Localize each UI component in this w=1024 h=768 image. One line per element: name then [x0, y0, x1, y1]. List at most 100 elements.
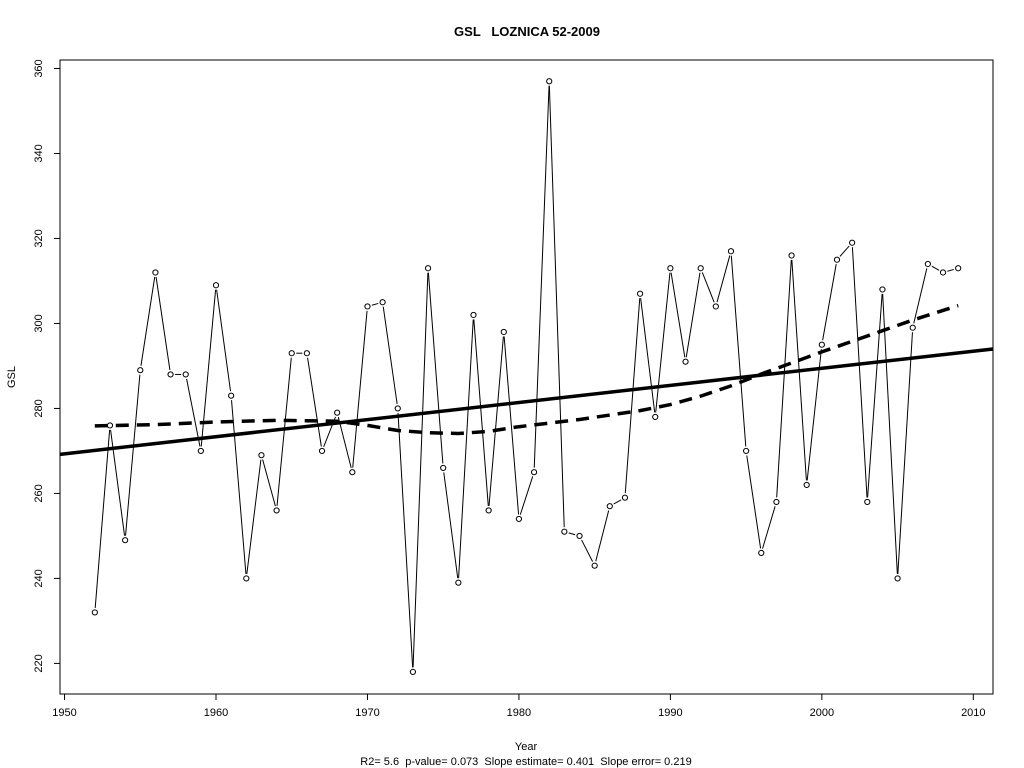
series-segment — [882, 293, 898, 574]
data-point — [955, 265, 962, 272]
data-point — [212, 282, 220, 289]
series-segment — [581, 539, 594, 562]
series-segment — [670, 272, 686, 358]
x-tick-label: 2010 — [961, 707, 985, 719]
data-point — [909, 324, 916, 331]
series-segment — [762, 506, 776, 549]
data-point — [727, 248, 735, 255]
data-point — [788, 252, 795, 259]
series-segment — [382, 306, 398, 405]
x-tick-label: 1960 — [204, 707, 228, 719]
y-tick-label: 260 — [33, 484, 45, 502]
data-point — [379, 299, 386, 306]
data-point — [152, 269, 159, 276]
series-segment — [655, 272, 671, 413]
series-segment — [613, 499, 622, 505]
series-segment — [730, 255, 747, 447]
data-point — [591, 562, 598, 569]
data-point — [682, 358, 689, 365]
data-point — [137, 367, 144, 374]
series-segment — [323, 416, 336, 447]
data-point — [758, 549, 765, 557]
data-point — [546, 78, 553, 85]
series-segment — [110, 429, 126, 536]
data-point — [818, 341, 825, 348]
data-point — [894, 575, 901, 582]
data-point — [470, 311, 477, 319]
y-tick-label: 340 — [33, 144, 45, 162]
data-point — [773, 498, 780, 506]
data-point — [409, 668, 417, 676]
series-segment — [947, 268, 954, 272]
data-point — [440, 464, 447, 472]
data-point — [636, 290, 644, 297]
data-point — [197, 447, 204, 455]
series-segment — [216, 289, 232, 392]
data-point — [485, 507, 492, 514]
series-segment — [443, 472, 459, 579]
x-axis: 1950 1960 1970 1980 1990 2000 2010 — [52, 694, 986, 719]
series-segment — [519, 476, 534, 515]
y-tick-label: 280 — [33, 399, 45, 417]
data-point — [303, 350, 310, 357]
series-segment — [307, 357, 322, 447]
data-point — [803, 481, 810, 489]
series-segment — [533, 85, 550, 468]
data-point — [561, 528, 568, 535]
series-segment — [125, 374, 141, 536]
data-point — [697, 265, 704, 272]
data-point — [864, 498, 871, 506]
data-point — [167, 371, 174, 378]
x-tick-label: 1950 — [52, 707, 76, 719]
data-point — [939, 269, 947, 276]
series-segment — [913, 268, 928, 324]
data-point — [106, 422, 114, 429]
series-segment — [746, 455, 762, 549]
series-segment — [716, 255, 731, 303]
data-point — [712, 303, 719, 310]
series-segment — [458, 319, 474, 579]
series-segment — [94, 429, 111, 608]
series-segment — [931, 265, 940, 271]
series-segment — [427, 272, 444, 464]
series-segment — [806, 349, 822, 481]
series-segment — [776, 259, 792, 498]
series-segment — [412, 272, 429, 668]
data-point — [364, 303, 371, 310]
plot-area — [59, 78, 994, 676]
data-point — [879, 286, 886, 293]
data-point — [243, 575, 250, 582]
series-segment — [337, 416, 352, 468]
series-segment — [140, 276, 156, 366]
series-segment — [822, 264, 837, 341]
data-point — [394, 405, 401, 412]
y-tick-label: 220 — [33, 654, 45, 672]
x-tick-label: 1990 — [658, 707, 682, 719]
data-point — [652, 413, 659, 421]
x-tick-label: 1980 — [507, 707, 531, 719]
y-tick-label: 320 — [33, 229, 45, 247]
data-point — [91, 609, 98, 616]
series-segment — [200, 289, 217, 447]
series-segment — [685, 272, 701, 358]
y-tick-label: 240 — [33, 569, 45, 587]
plot-frame — [59, 59, 994, 695]
data-point — [273, 507, 280, 514]
stats-subtitle: R2= 5.6 p-value= 0.073 Slope estimate= 0… — [360, 756, 691, 768]
y-axis-label: GSL — [6, 366, 18, 388]
series-segment — [897, 332, 913, 574]
data-point — [515, 515, 523, 523]
data-point — [288, 350, 295, 357]
series-segment — [397, 412, 414, 668]
data-point — [122, 537, 129, 544]
series-segment — [155, 276, 171, 371]
series-segment — [262, 459, 276, 507]
series-segment — [839, 245, 850, 257]
x-tick-label: 1970 — [355, 707, 379, 719]
series-segment — [548, 85, 565, 528]
series-segment — [473, 319, 489, 506]
data-point — [576, 532, 583, 540]
data-point — [924, 260, 931, 268]
series-segment — [791, 259, 807, 481]
